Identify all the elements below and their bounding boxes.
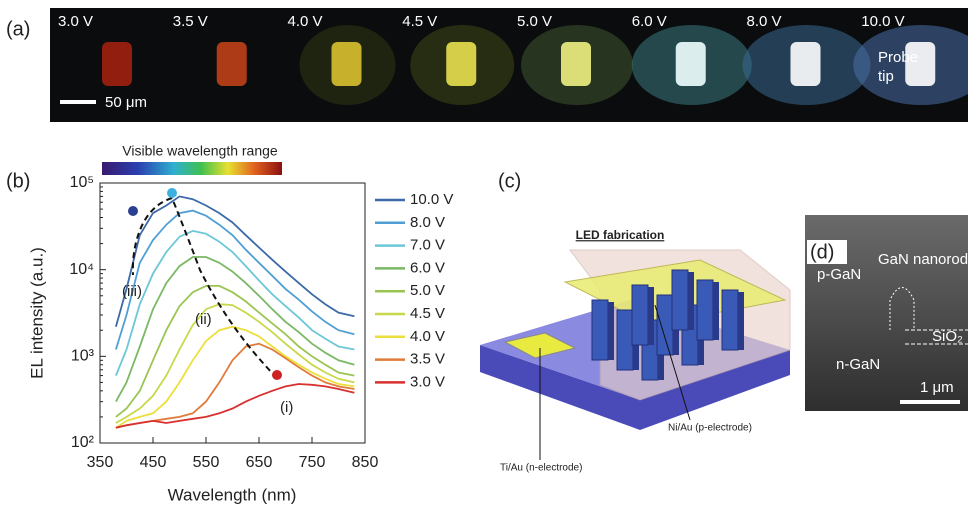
annotation: (iii)	[122, 283, 142, 300]
sem-label: SiO₂	[932, 328, 963, 345]
pointer	[654, 304, 691, 421]
y-tick-label: 10²	[71, 434, 95, 451]
series-line	[115, 195, 355, 327]
emission	[446, 42, 477, 86]
nanorod	[591, 299, 609, 361]
voltage-label: 5.0 V	[517, 13, 552, 30]
voltage-label: 8.0 V	[747, 13, 782, 30]
legend-label: 4.0 V	[410, 328, 445, 345]
nanorod	[616, 309, 634, 371]
series-line	[115, 229, 355, 376]
legend-label: 3.5 V	[410, 351, 445, 368]
scale-bar	[900, 400, 960, 404]
x-axis-label: Wavelength (nm)	[168, 485, 297, 504]
series-line	[115, 256, 355, 403]
x-tick-label: 750	[299, 454, 326, 471]
series-line	[115, 325, 355, 429]
x-tick-label: 450	[140, 454, 167, 471]
series-line	[115, 383, 355, 429]
scale-bar	[60, 100, 96, 104]
voltage-label: 6.0 V	[632, 13, 667, 30]
voltage-label: 4.5 V	[402, 13, 437, 30]
annotation: (i)	[280, 399, 293, 416]
voltage-label: 3.5 V	[173, 13, 208, 30]
scale-label: 50 μm	[105, 94, 147, 111]
series-line	[115, 285, 355, 418]
plot-frame	[99, 182, 366, 444]
sem-label: n-GaN	[836, 356, 880, 373]
label-box	[807, 240, 847, 264]
legend-label: 8.0 V	[410, 214, 445, 231]
peak-dot	[272, 370, 282, 380]
series-line	[115, 303, 355, 424]
voltage-label: 4.0 V	[288, 13, 323, 30]
nanorod-side	[608, 302, 614, 360]
nanorod	[656, 294, 674, 356]
panel-label: (a)	[6, 18, 30, 40]
sem-label: GaN nanorod	[878, 251, 968, 268]
callout: Ni/Au (p-electrode)	[668, 423, 752, 434]
sio2-outline	[905, 329, 968, 345]
voltage-label: 3.0 V	[58, 13, 93, 30]
led-schematic	[480, 249, 791, 430]
nanorod	[631, 284, 649, 346]
voltage-label: 10.0 V	[861, 13, 904, 30]
probe-label: Probe	[878, 49, 918, 66]
callout: Ti/Au (n-electrode)	[500, 463, 582, 474]
legend-label: 3.0 V	[410, 373, 445, 390]
legend-label: 7.0 V	[410, 237, 445, 254]
nanorod-side	[648, 287, 654, 345]
y-axis-label: EL intensity (a.u.)	[27, 247, 46, 379]
emission	[216, 42, 247, 86]
nanorod	[721, 289, 739, 351]
legend-label: 4.5 V	[410, 305, 445, 322]
emission	[102, 42, 132, 86]
x-tick-label: 850	[352, 454, 379, 471]
legend-label: 6.0 V	[410, 259, 445, 276]
nanorod-side	[738, 292, 744, 350]
colorbar-label: Visible wavelength range	[122, 143, 278, 159]
nanorod-outline	[889, 287, 915, 330]
annotation: (ii)	[195, 311, 212, 328]
nanorod	[696, 279, 714, 341]
scale-label: 1 μm	[920, 379, 954, 396]
schematic-title: LED fabrication	[576, 228, 665, 242]
emission	[790, 42, 821, 86]
nanorod-side	[713, 282, 719, 340]
y-tick-label: 10³	[71, 348, 95, 365]
emission	[905, 42, 936, 86]
x-tick-label: 550	[193, 454, 220, 471]
panel-label: (b)	[6, 170, 30, 192]
y-tick-label: 10⁴	[69, 261, 94, 278]
colorbar	[102, 162, 282, 175]
trend-arrow	[131, 197, 278, 379]
emission	[675, 42, 706, 86]
legend-label: 10.0 V	[410, 191, 453, 208]
x-tick-label: 350	[87, 454, 114, 471]
emission	[331, 42, 362, 86]
series-line	[115, 209, 355, 350]
legend-label: 5.0 V	[410, 282, 445, 299]
y-tick-label: 10⁵	[70, 174, 94, 191]
nanorod-side	[688, 272, 694, 330]
sem-label: p-GaN	[817, 266, 861, 283]
emission	[561, 42, 591, 86]
panel-label: (d)	[810, 241, 834, 263]
probe-label: tip	[878, 68, 894, 85]
peak-dot	[128, 206, 138, 216]
panel-label: (c)	[498, 170, 521, 192]
nanorod	[671, 269, 689, 331]
x-tick-label: 650	[246, 454, 273, 471]
peak-dot	[167, 188, 177, 198]
